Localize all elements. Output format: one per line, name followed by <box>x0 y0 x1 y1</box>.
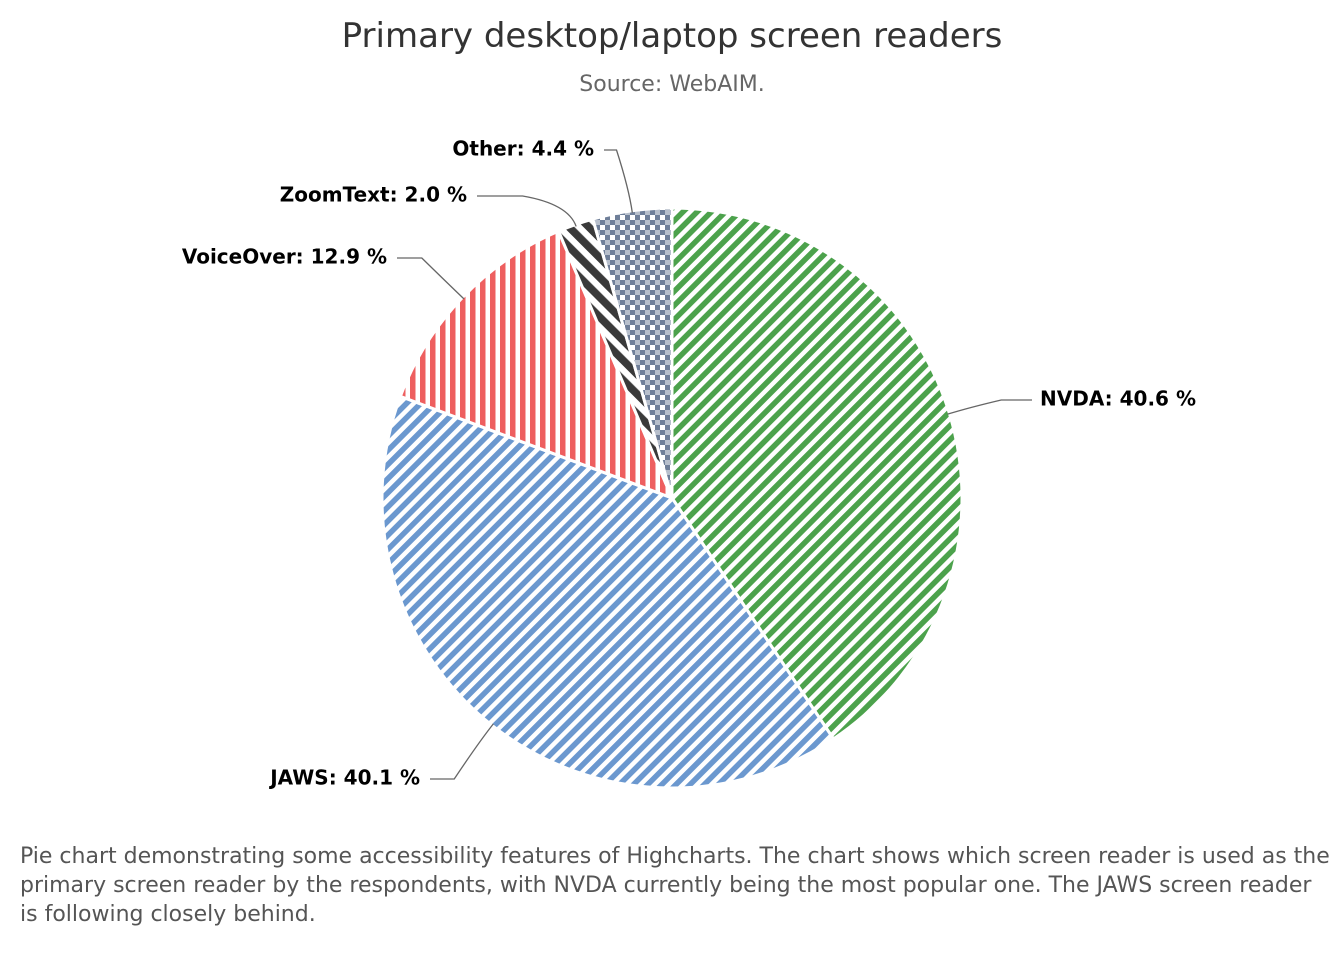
label-connector <box>947 399 1032 415</box>
label-connector <box>604 149 633 213</box>
data-label: ZoomText: 2.0 % <box>280 183 467 207</box>
data-label: Other: 4.4 % <box>452 137 594 161</box>
chart-subtitle: Source: WebAIM. <box>579 72 764 97</box>
data-label: JAWS: 40.1 % <box>268 766 420 790</box>
chart: Primary desktop/laptop screen readers So… <box>182 16 1196 790</box>
label-connector <box>477 195 577 227</box>
data-label: VoiceOver: 12.9 % <box>182 245 387 269</box>
chart-description: Pie chart demonstrating some accessibili… <box>20 844 1330 927</box>
label-connector <box>397 257 465 300</box>
label-connector <box>430 723 494 780</box>
chart-title: Primary desktop/laptop screen readers <box>342 16 1003 56</box>
data-label: NVDA: 40.6 % <box>1040 387 1196 411</box>
